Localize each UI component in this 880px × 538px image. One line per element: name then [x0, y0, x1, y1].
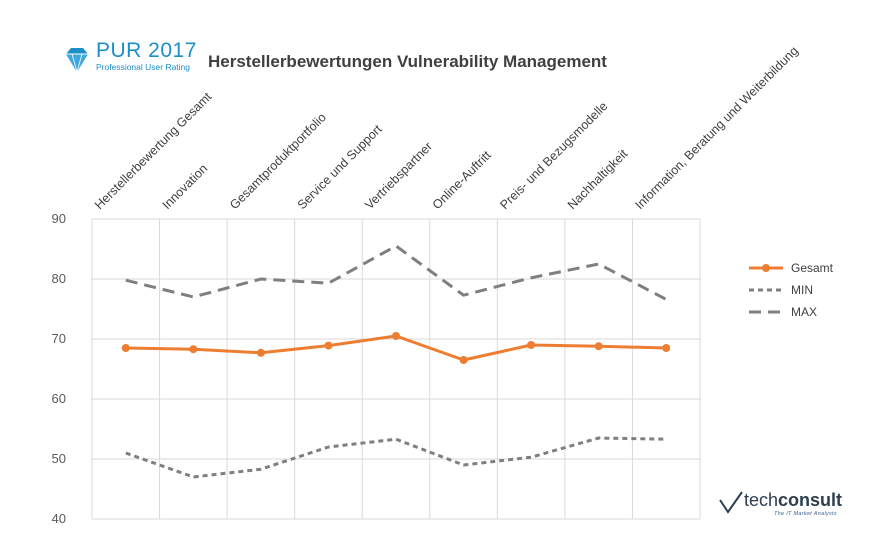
diamond-logo-icon: [66, 48, 88, 73]
series-lines: [121, 244, 671, 479]
gesamt-point: [189, 345, 198, 354]
logo-subtitle: Professional User Rating: [96, 62, 191, 72]
legend-label: Gesamt: [791, 261, 834, 275]
gesamt-point: [594, 342, 603, 351]
legend: Gesamt MIN MAX: [749, 261, 834, 319]
series-line-min: [125, 436, 667, 479]
y-axis-ticks: 40 50 60 70 80 90: [52, 211, 66, 526]
gesamt-point: [459, 356, 468, 364]
series-line-max: [125, 244, 667, 301]
brand-tagline: The IT Market Analysts: [774, 511, 837, 517]
brand-name-light: tech: [744, 490, 779, 510]
gesamt-point: [662, 344, 671, 352]
y-tick-label: 80: [52, 271, 66, 286]
gesamt-point: [392, 332, 400, 340]
brand-name-bold: consult: [778, 490, 843, 510]
y-tick-label: 50: [52, 451, 66, 466]
techconsult-logo: techconsult The IT Market Analysts: [718, 488, 858, 522]
legend-label: MAX: [791, 305, 817, 319]
category-label: Vertriebspartner: [362, 139, 435, 212]
y-tick-label: 90: [52, 211, 66, 226]
logo-title: PUR 2017: [96, 39, 197, 62]
legend-marker: [762, 264, 770, 272]
checkmark-logo-icon: [719, 491, 743, 514]
gesamt-point: [121, 344, 130, 352]
category-label: Innovation: [160, 161, 211, 212]
chart-grid: [91, 218, 701, 520]
y-tick-label: 60: [52, 391, 66, 406]
pur-logo: PUR 2017 Professional User Rating: [62, 40, 212, 80]
gesamt-point: [256, 348, 265, 357]
chart-title: Herstellerbewertungen Vulnerability Mana…: [208, 52, 607, 71]
category-label: Information, Beratung und Weiterbildung: [632, 44, 800, 212]
category-label: Nachhaltigkeit: [565, 146, 631, 212]
gesamt-point: [324, 341, 333, 350]
category-label: Herstellerbewertung Gesamt: [92, 89, 215, 212]
gesamt-point: [527, 341, 536, 349]
legend-label: MIN: [791, 283, 813, 297]
category-label: Preis- und Bezugsmodelle: [497, 99, 610, 212]
y-tick-label: 40: [52, 511, 66, 526]
category-label: Online-Auftritt: [430, 148, 494, 212]
brand-name: techconsult: [744, 490, 842, 511]
y-tick-label: 70: [52, 331, 66, 346]
